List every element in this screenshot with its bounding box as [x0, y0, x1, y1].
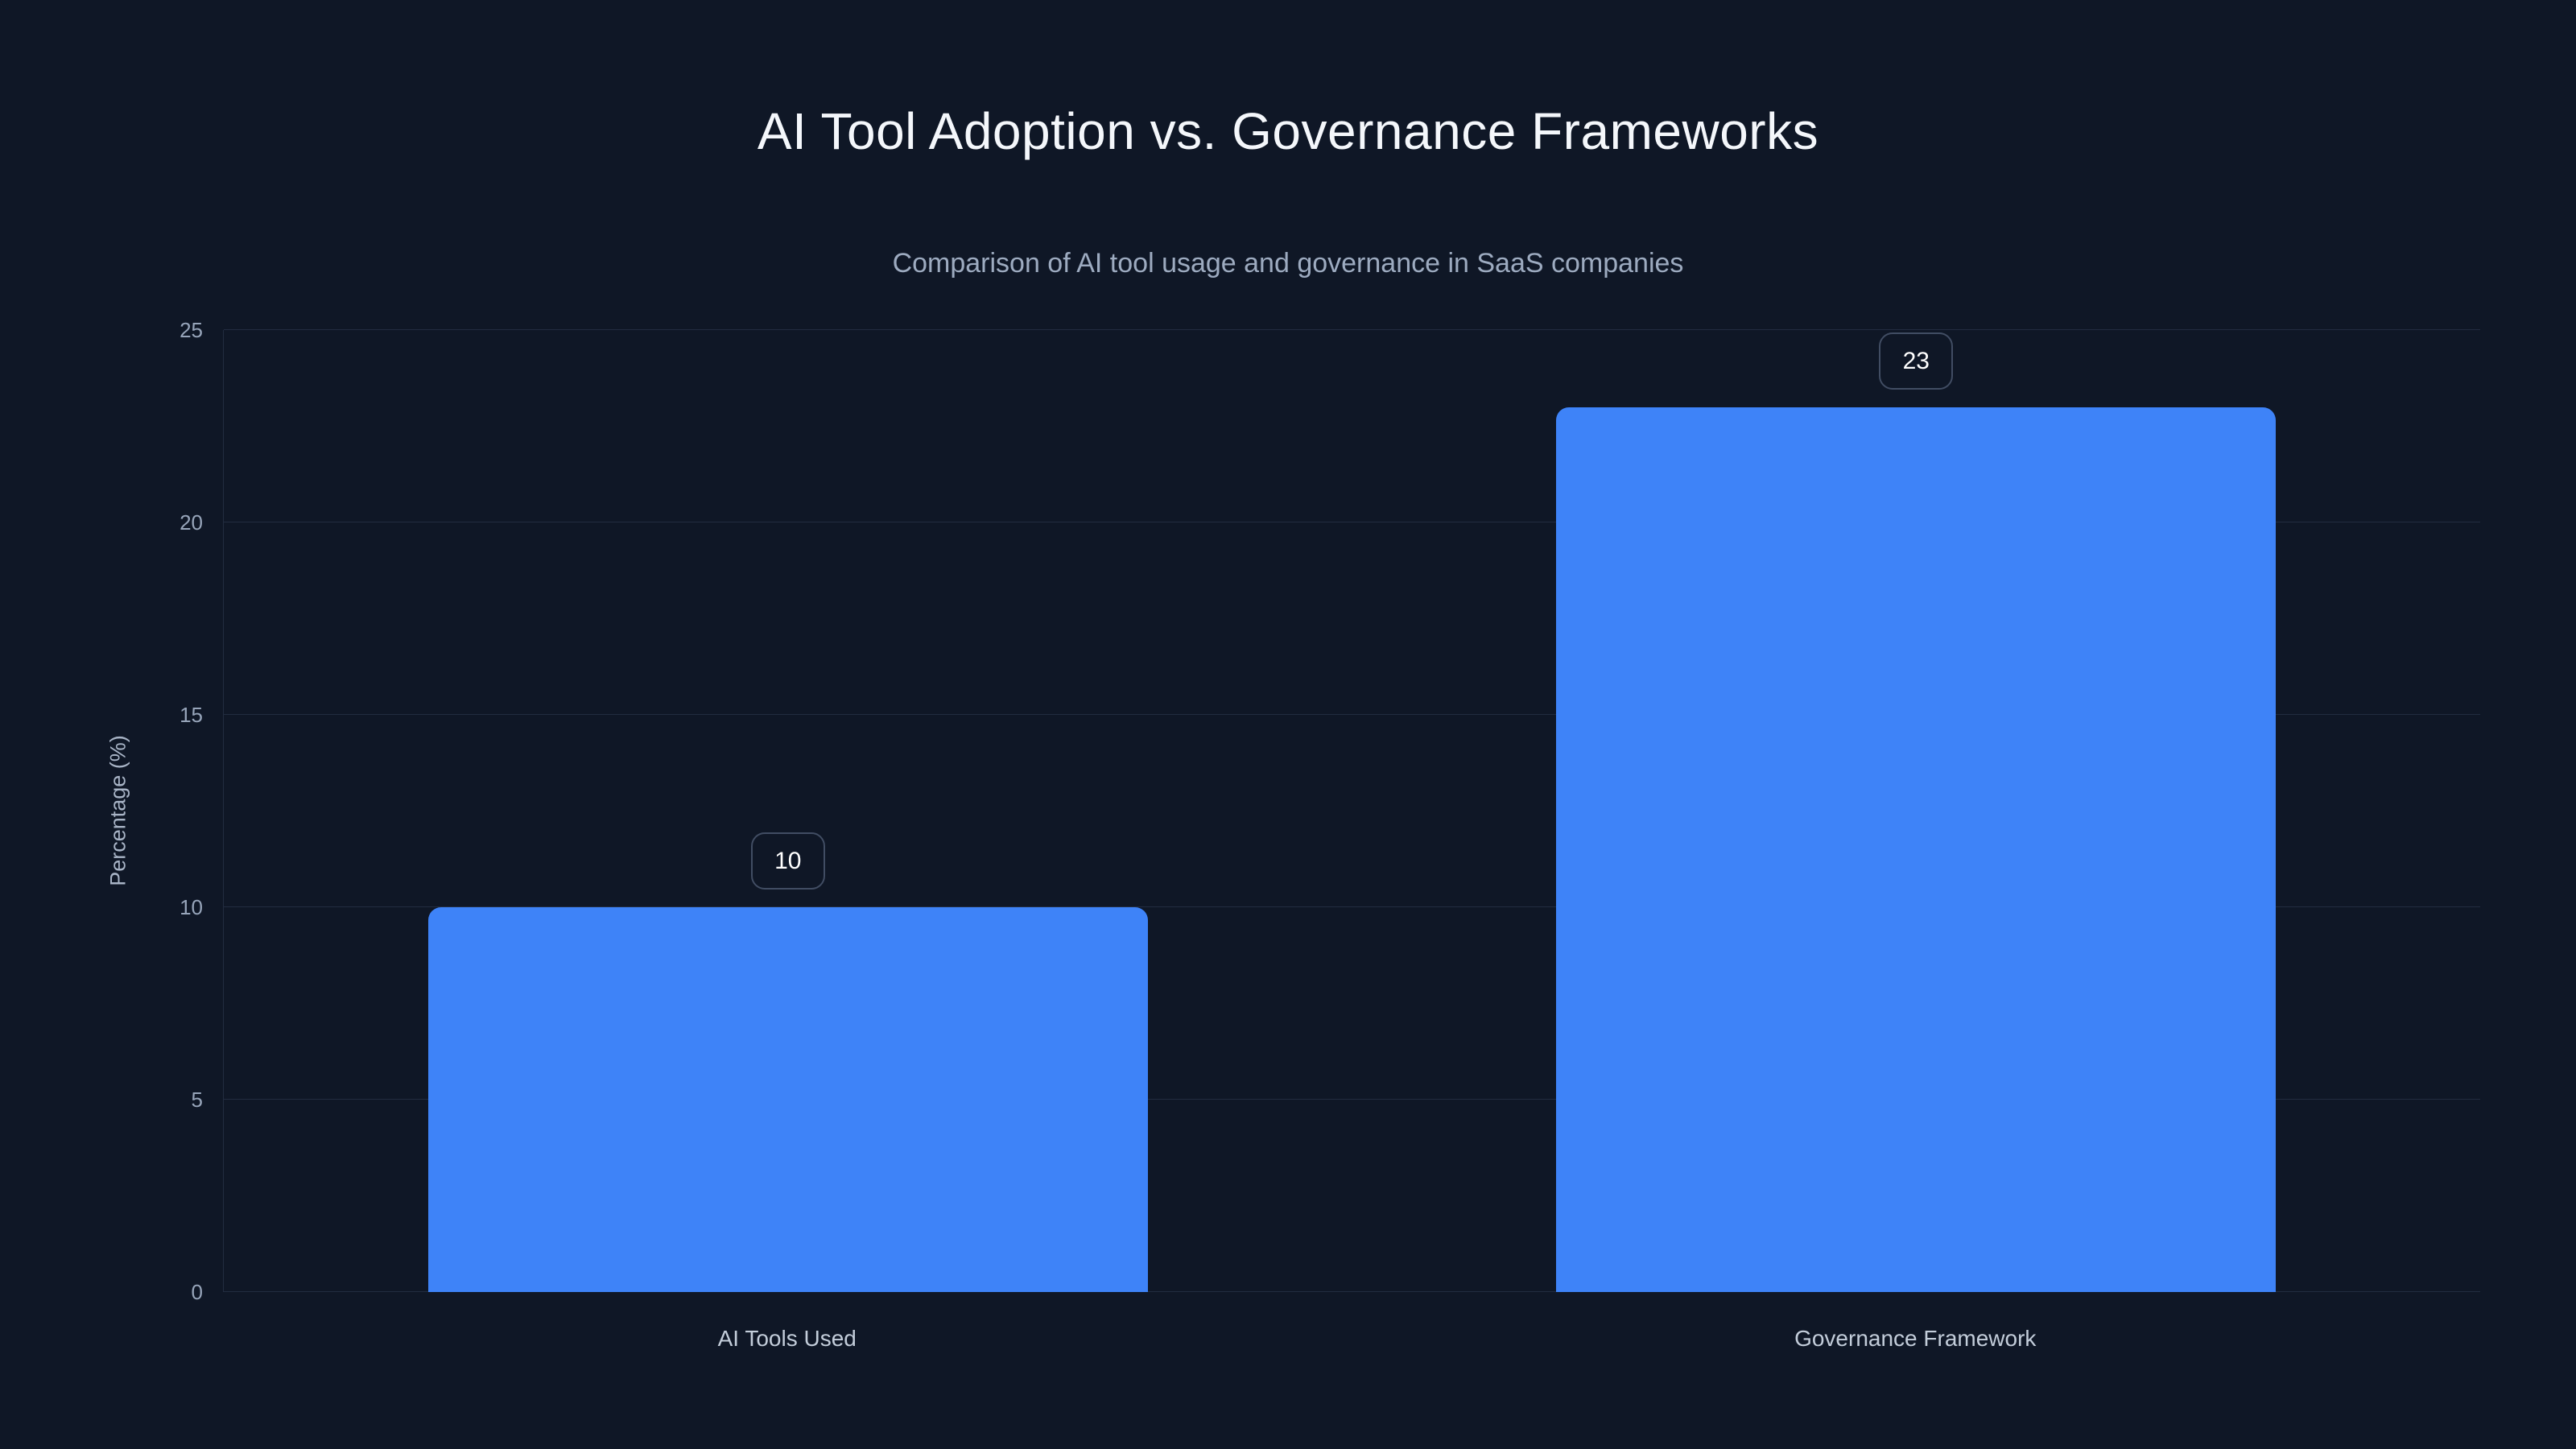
chart-title: AI Tool Adoption vs. Governance Framewor…: [757, 102, 1819, 160]
y-tick-label: 25: [180, 318, 203, 342]
bar-slot: 23: [1352, 330, 2481, 1292]
x-axis-label: Governance Framework: [1794, 1326, 2037, 1351]
y-tick-label: 5: [191, 1088, 203, 1112]
y-axis-title: Percentage (%): [105, 735, 130, 886]
y-tick-label: 0: [191, 1280, 203, 1304]
bar-ai-tools-used[interactable]: [427, 907, 1148, 1292]
plot-area: 0 5 10 15 20 25 10 23: [180, 320, 2480, 1302]
y-tick-label: 10: [180, 895, 203, 919]
y-tick-label: 15: [180, 703, 203, 727]
y-tick-label: 20: [180, 510, 203, 535]
gridline: [224, 714, 2480, 715]
value-badge: 10: [750, 832, 825, 890]
bar-governance-framework[interactable]: [1556, 407, 2277, 1292]
gridline: [224, 1099, 2480, 1100]
bars-layer: 10 23: [224, 330, 2480, 1292]
gridline: [224, 906, 2480, 907]
bar-slot: 10: [224, 330, 1352, 1292]
chart-subtitle: Comparison of AI tool usage and governan…: [892, 248, 1684, 279]
gridline: [224, 329, 2480, 330]
x-axis: AI Tools Used Governance Framework: [223, 1292, 2479, 1352]
gridline: [224, 1291, 2480, 1292]
x-axis-label: AI Tools Used: [717, 1326, 857, 1351]
value-badge: 23: [1879, 332, 1954, 390]
